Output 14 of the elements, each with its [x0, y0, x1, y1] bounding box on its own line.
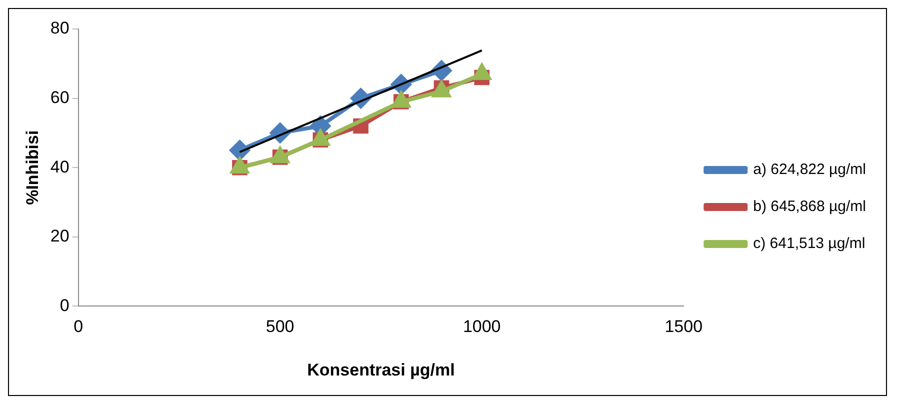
- x-tick-label: 1000: [462, 317, 501, 336]
- x-tick-label: 0: [74, 317, 84, 336]
- y-tick-label: 0: [60, 296, 70, 315]
- x-tick-label: 1500: [664, 317, 703, 336]
- y-tick-label: 40: [50, 157, 70, 176]
- y-tick-label: 80: [50, 18, 70, 38]
- y-tick-label: 60: [50, 88, 70, 107]
- legend-label: a) 624,822 µg/ml: [753, 161, 866, 178]
- x-axis-title: Konsentrasi µg/ml: [307, 360, 455, 380]
- y-tick-label: 20: [50, 226, 70, 246]
- legend-label: c) 641,513 µg/ml: [753, 235, 866, 252]
- x-tick-label: 500: [266, 317, 294, 336]
- legend-label: b) 645,868 µg/ml: [753, 198, 866, 216]
- y-axis-title: %Inhibisi: [22, 130, 42, 205]
